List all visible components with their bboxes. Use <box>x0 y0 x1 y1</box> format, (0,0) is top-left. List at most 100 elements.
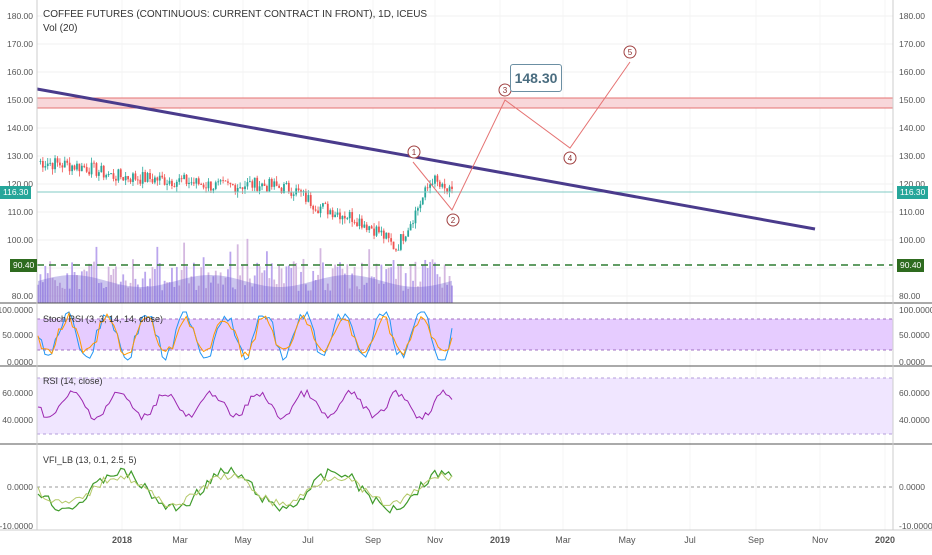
volume-bar <box>370 276 373 303</box>
volume-bar <box>409 265 412 303</box>
stoch-tick-label: 0.0000 <box>899 357 925 367</box>
stoch-tick-label: 50.0000 <box>2 330 33 340</box>
volume-bar <box>331 268 334 303</box>
price-axis-right[interactable]: 180.00 170.00 160.00 150.00 140.00 130.00 120.… <box>899 11 925 301</box>
volume-bar <box>136 284 139 303</box>
volume-bar <box>85 271 88 303</box>
volume-legend: Vol (20) <box>43 23 78 34</box>
volume-bar <box>241 264 244 303</box>
volume-bar <box>78 289 81 303</box>
candle-body <box>178 178 181 182</box>
candle-body <box>451 186 453 189</box>
candle-body <box>190 182 193 184</box>
volume-bar <box>429 261 431 303</box>
resistance-zone[interactable] <box>36 97 894 109</box>
candle-body <box>205 187 207 189</box>
candle-body <box>71 165 73 172</box>
candle-body <box>158 175 161 181</box>
candle-body <box>375 226 378 236</box>
volume-bar <box>171 267 173 303</box>
volume-bar <box>188 283 190 303</box>
candle-body <box>270 178 273 187</box>
elliott-wave-projection[interactable] <box>412 61 631 211</box>
candle-body <box>119 169 122 178</box>
price-tick-label: 120.00 <box>899 179 925 189</box>
volume-bar <box>122 274 125 303</box>
volume-bar <box>373 277 375 303</box>
volume-bar <box>119 281 122 303</box>
candle-body <box>290 192 293 196</box>
wave-label: 2 <box>451 216 456 225</box>
rsi-tick-label: 60.0000 <box>899 388 930 398</box>
time-tick-label: Jul <box>684 535 696 545</box>
volume-bar <box>54 280 56 303</box>
volume-bar <box>144 271 147 303</box>
volume-bar <box>207 272 210 303</box>
volume-bar <box>304 284 307 303</box>
candle-body <box>429 184 431 188</box>
volume-bar <box>39 274 42 303</box>
price-tick-label: 150.00 <box>7 95 33 105</box>
candle-body <box>107 174 110 176</box>
candle-body <box>144 172 147 182</box>
candle-body <box>73 165 76 170</box>
candle-body <box>324 203 327 205</box>
candle-body <box>358 218 361 226</box>
candle-body <box>141 172 144 184</box>
price-tick-label: 80.00 <box>12 291 34 301</box>
candle-body <box>438 181 441 187</box>
candle-body <box>251 181 254 188</box>
price-tick-label: 170.00 <box>7 39 33 49</box>
candle-body <box>105 175 108 178</box>
candle-body <box>100 165 103 173</box>
candle-body <box>434 175 436 184</box>
candle-body <box>258 186 261 191</box>
volume-bar <box>290 267 293 303</box>
volume-bar <box>175 267 178 303</box>
price-tick-label: 160.00 <box>7 67 33 77</box>
candle-body <box>200 184 203 185</box>
volume-bar <box>387 267 390 303</box>
candle-body <box>168 180 171 184</box>
price-pane[interactable] <box>37 0 893 303</box>
wave-label: 3 <box>503 86 508 95</box>
candle-body <box>202 184 205 188</box>
price-tick-label: 130.00 <box>899 151 925 161</box>
time-axis[interactable]: 2018 Mar May Jul Sep Nov 2019 Mar May Jul Sep Nov 20… <box>112 535 895 545</box>
candle-body <box>380 230 383 233</box>
volume-bar <box>312 270 315 303</box>
volume-bar <box>239 275 242 303</box>
candle-body <box>66 160 69 163</box>
volume-bar <box>102 288 105 303</box>
volume-bar <box>190 276 193 303</box>
volume-bar <box>139 288 142 303</box>
volume-bar <box>424 259 427 303</box>
candle-body <box>253 177 256 188</box>
volume-bar <box>134 278 137 303</box>
volume-bar <box>129 282 132 303</box>
candle-body <box>63 160 66 168</box>
descending-trendline[interactable] <box>36 87 816 231</box>
volume-bar <box>307 290 310 303</box>
candle-body <box>59 162 61 166</box>
time-tick-label: 2018 <box>112 535 132 545</box>
volume-bar <box>195 289 198 303</box>
price-target-callout[interactable]: 148.30 <box>510 64 562 92</box>
volume-bar <box>314 279 317 303</box>
candle-body <box>443 183 446 189</box>
wave-marker <box>446 213 460 227</box>
volume-bar <box>115 266 117 303</box>
time-tick-label: Nov <box>427 535 444 545</box>
price-axis-left[interactable]: 180.00 170.00 160.00 150.00 140.00 130.00 120.… <box>7 11 33 301</box>
volume-bar <box>283 283 285 303</box>
volume-bar <box>326 283 329 303</box>
candle-body <box>93 162 95 164</box>
volume-bar <box>97 283 100 303</box>
candle-body <box>151 178 154 183</box>
volume-bar <box>107 266 110 303</box>
last-price-tag-right: 116.30 <box>897 186 929 199</box>
candle-body <box>214 182 217 189</box>
candle-body <box>317 210 319 214</box>
